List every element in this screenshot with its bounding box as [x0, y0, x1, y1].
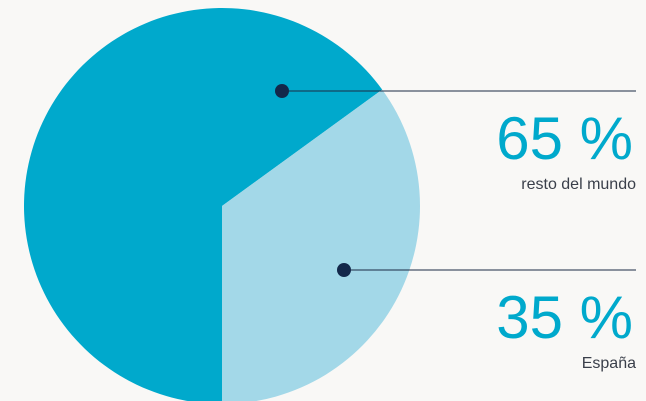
leader-dot: [275, 84, 289, 98]
value-label: 35 %: [496, 284, 633, 351]
value-label: 65 %: [496, 105, 633, 172]
leader-dot: [337, 263, 351, 277]
pie-slice: [222, 89, 420, 401]
category-label: resto del mundo: [521, 176, 636, 193]
pie-slice: [24, 8, 383, 401]
category-label: España: [582, 355, 636, 372]
